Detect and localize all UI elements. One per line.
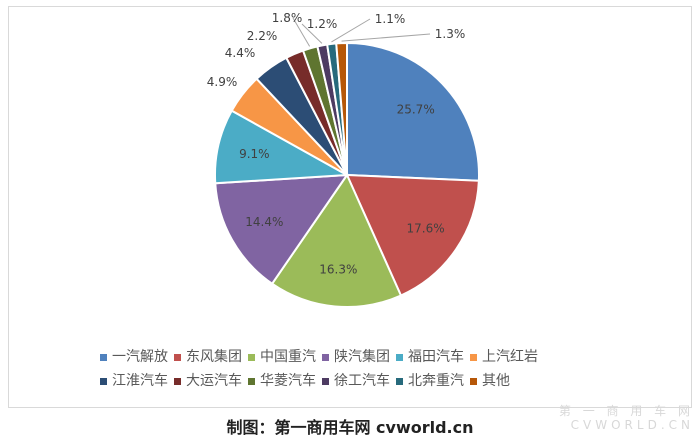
legend-swatch <box>248 377 255 385</box>
leader-line-10 <box>331 18 371 43</box>
legend-swatch <box>396 377 403 385</box>
legend-item: 一汽解放 <box>100 345 168 369</box>
legend-label: 东风集团 <box>186 349 242 365</box>
legend-item: 东风集团 <box>174 345 242 369</box>
data-label-11: 1.3% <box>435 27 466 41</box>
legend-swatch <box>248 353 255 361</box>
legend-item: 福田汽车 <box>396 345 464 369</box>
legend-swatch <box>396 353 403 361</box>
legend-item: 其他 <box>470 369 510 393</box>
pie-slice-11 <box>335 41 348 176</box>
legend-swatch <box>470 353 477 361</box>
legend-item: 江淮汽车 <box>100 369 168 393</box>
legend-item: 徐工汽车 <box>322 369 390 393</box>
legend-label: 其他 <box>482 373 510 389</box>
data-label-1: 17.6% <box>407 221 445 235</box>
legend-swatch <box>100 353 107 361</box>
legend-label: 大运汽车 <box>186 373 242 389</box>
legend-swatch <box>322 353 329 361</box>
legend-label: 福田汽车 <box>408 349 464 365</box>
data-label-8: 1.8% <box>272 11 303 25</box>
watermark-logo: 第 一 商 用 车 网 CVWORLD.CN <box>558 404 694 432</box>
legend-swatch <box>174 377 181 385</box>
legend: 一汽解放 东风集团 中国重汽 陕汽集团 福田汽车 上汽红岩江淮汽车 大运汽车 华菱汽车 徐工汽车… <box>100 345 620 393</box>
data-label-10: 1.1% <box>375 12 406 26</box>
data-label-6: 4.4% <box>225 46 256 60</box>
pie-slice-3 <box>214 173 349 286</box>
leader-line-8 <box>292 17 311 47</box>
pie-slice-1 <box>345 173 480 297</box>
legend-item: 华菱汽车 <box>248 369 316 393</box>
legend-label: 华菱汽车 <box>260 373 316 389</box>
legend-item: 中国重汽 <box>248 345 316 369</box>
data-label-5: 4.9% <box>207 75 238 89</box>
data-label-4: 9.1% <box>239 147 270 161</box>
data-label-3: 14.4% <box>245 215 283 229</box>
legend-item: 北奔重汽 <box>396 369 464 393</box>
data-label-7: 2.2% <box>247 29 278 43</box>
legend-swatch <box>470 377 477 385</box>
legend-swatch <box>322 377 329 385</box>
legend-label: 徐工汽车 <box>334 373 390 389</box>
legend-label: 中国重汽 <box>260 349 316 365</box>
pie-chart: 25.7% 17.6% 16.3% 14.4% 9.1% 4.9% 4.4% 2.2% 1.8%… <box>207 11 480 308</box>
pie-slice-2 <box>270 172 403 308</box>
legend-item: 大运汽车 <box>174 369 242 393</box>
legend-swatch <box>100 377 107 385</box>
data-label-0: 25.7% <box>397 102 435 116</box>
legend-item: 陕汽集团 <box>322 345 390 369</box>
legend-label: 江淮汽车 <box>112 373 168 389</box>
chart-credit: 制图：第一商用车网 cvworld.cn <box>226 418 474 437</box>
data-label-9: 1.2% <box>307 17 338 31</box>
legend-label: 北奔重汽 <box>408 373 464 389</box>
legend-label: 陕汽集团 <box>334 349 390 365</box>
legend-label: 一汽解放 <box>112 349 168 365</box>
leader-line-11 <box>341 33 431 42</box>
leader-line-9 <box>301 23 323 44</box>
legend-item: 上汽红岩 <box>470 345 538 369</box>
legend-label: 上汽红岩 <box>482 349 538 365</box>
chart-frame <box>8 6 692 408</box>
legend-swatch <box>174 353 181 361</box>
data-label-2: 16.3% <box>319 263 357 277</box>
pie-slice-0 <box>346 41 480 182</box>
